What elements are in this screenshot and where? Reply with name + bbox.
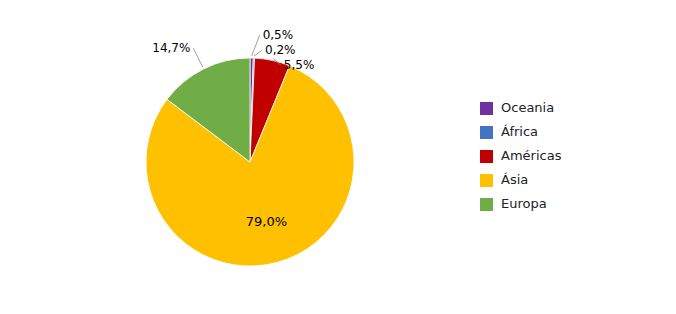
legend-swatch [480, 126, 493, 139]
legend: Oceania África Américas Ásia Europa [480, 100, 562, 211]
data-label: 5,5% [284, 58, 315, 72]
legend-label: Ásia [501, 172, 528, 187]
leader-line [254, 50, 262, 56]
data-label: 14,7% [152, 41, 190, 55]
chart-container: 79,0% 0,5%0,2%5,5% 14,7% Oceania África Améri… [0, 0, 676, 314]
legend-swatch [480, 102, 493, 115]
data-label: 0,2% [265, 43, 296, 57]
legend-swatch [480, 150, 493, 163]
leader-line [273, 58, 281, 65]
data-label: 0,5% [263, 28, 294, 42]
legend-swatch [480, 198, 493, 211]
legend-label: Oceania [501, 100, 554, 115]
legend-swatch [480, 174, 493, 187]
legend-label: África [501, 124, 538, 139]
slices [146, 58, 354, 266]
data-labels: 79,0% 0,5%0,2%5,5% 14,7% [152, 28, 314, 229]
data-label: 79,0% [246, 214, 287, 229]
leader-line [193, 48, 202, 67]
legend-label: Europa [501, 196, 547, 211]
chart: 79,0% 0,5%0,2%5,5% 14,7% Oceania África Améri… [0, 0, 676, 314]
slice [167, 58, 250, 162]
legend-label: Américas [501, 148, 562, 163]
